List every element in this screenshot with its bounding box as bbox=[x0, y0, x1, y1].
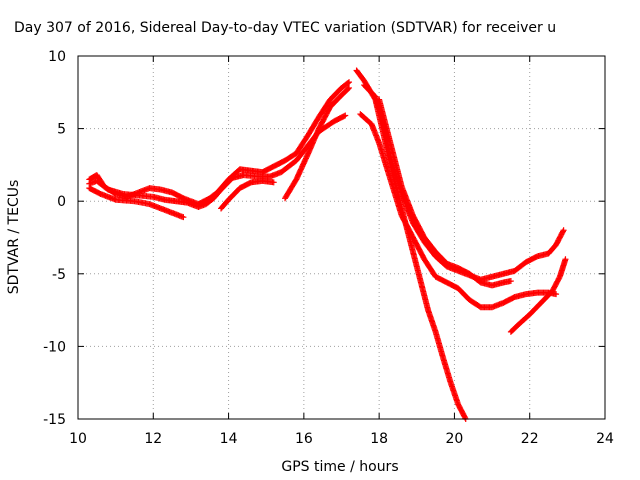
data-point bbox=[346, 84, 353, 91]
series-track-7 bbox=[357, 111, 560, 311]
y-tick-label: 10 bbox=[48, 49, 66, 65]
series-track-2 bbox=[86, 112, 349, 211]
data-point bbox=[559, 228, 566, 235]
y-tick-label: -5 bbox=[52, 267, 66, 283]
x-tick-label: 22 bbox=[521, 431, 539, 447]
x-tick-label: 18 bbox=[370, 431, 388, 447]
chart-title: Day 307 of 2016, Sidereal Day-to-day VTE… bbox=[14, 20, 556, 36]
x-axis-label: GPS time / hours bbox=[281, 459, 398, 475]
data-point bbox=[560, 227, 567, 234]
series-track-4 bbox=[218, 177, 277, 212]
x-tick-label: 14 bbox=[220, 431, 238, 447]
x-tick-label: 24 bbox=[596, 431, 614, 447]
y-axis-label: SDTVAR / TECUs bbox=[6, 180, 22, 295]
x-tick-label: 20 bbox=[446, 431, 464, 447]
series-track-10 bbox=[507, 256, 569, 335]
x-tick-label: 16 bbox=[295, 431, 313, 447]
data-point bbox=[462, 414, 469, 421]
grid-lines bbox=[78, 56, 605, 419]
axis-ticks: 10 12 14 16 18 20 22 24 10 5 0 -5 -10 -15 bbox=[43, 49, 614, 447]
data-point bbox=[562, 256, 569, 263]
series-track-9 bbox=[376, 96, 514, 289]
plot-frame bbox=[77, 55, 606, 420]
y-tick-label: -15 bbox=[43, 412, 66, 428]
data-point bbox=[345, 85, 352, 92]
y-tick-label: 0 bbox=[57, 194, 66, 210]
data-point bbox=[342, 112, 349, 119]
x-tick-label: 12 bbox=[144, 431, 162, 447]
series-track-3 bbox=[86, 185, 187, 221]
y-tick-label: -10 bbox=[43, 339, 66, 355]
series-track-5 bbox=[282, 84, 353, 202]
data-point bbox=[270, 179, 277, 186]
data-point bbox=[346, 79, 353, 86]
data-point bbox=[180, 214, 187, 221]
data-points bbox=[86, 67, 569, 422]
data-point bbox=[344, 79, 351, 86]
data-point bbox=[507, 278, 514, 285]
data-point bbox=[553, 291, 560, 298]
x-tick-label: 10 bbox=[69, 431, 87, 447]
y-tick-label: 5 bbox=[57, 122, 66, 138]
